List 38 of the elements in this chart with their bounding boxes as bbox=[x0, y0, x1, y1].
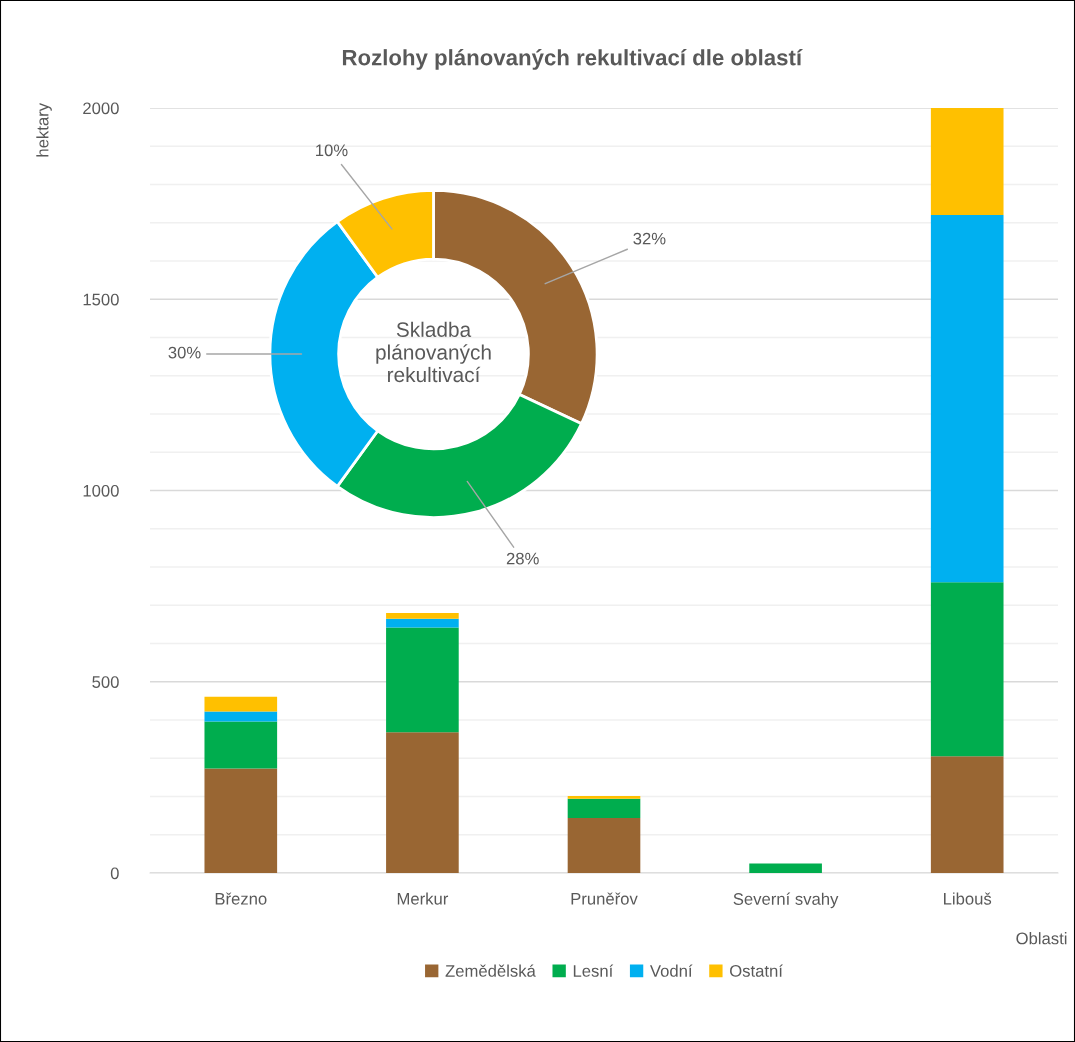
bar bbox=[204, 768, 278, 873]
bar bbox=[386, 627, 459, 733]
bar bbox=[930, 108, 1004, 216]
legend-label: Zemědělská bbox=[445, 964, 536, 977]
legend-label: Vodní bbox=[650, 964, 693, 977]
y-tick-label: 0 bbox=[110, 867, 119, 880]
bar bbox=[204, 711, 278, 722]
bar bbox=[386, 618, 459, 628]
bar bbox=[567, 796, 641, 799]
bar bbox=[386, 732, 459, 873]
x-tick-label: Severní svahy bbox=[733, 892, 839, 909]
legend-label: Lesní bbox=[573, 964, 614, 977]
data-label: 28% bbox=[506, 552, 539, 565]
data-label: 30% bbox=[168, 346, 201, 359]
y-tick-label: 2000 bbox=[83, 102, 119, 115]
bar bbox=[386, 612, 459, 619]
bar bbox=[567, 798, 641, 818]
bar bbox=[749, 863, 822, 873]
x-tick-label: Březno bbox=[215, 892, 267, 905]
bar bbox=[930, 582, 1004, 757]
data-label: 10% bbox=[316, 144, 348, 157]
x-axis-title: Oblasti bbox=[1016, 932, 1067, 945]
y-tick-label: 1500 bbox=[83, 293, 119, 306]
bar bbox=[567, 817, 641, 873]
bar bbox=[930, 756, 1004, 873]
chart-title: Rozlohy plánovaných rekultivací dle oblastí bbox=[342, 48, 803, 70]
x-tick-label: Pruněřov bbox=[571, 892, 638, 905]
data-label: 32% bbox=[633, 232, 666, 245]
x-tick-label: Libouš bbox=[944, 892, 992, 905]
y-tick-label: 500 bbox=[92, 676, 119, 688]
bar bbox=[204, 721, 278, 769]
bar bbox=[204, 696, 278, 712]
text: Skladba plánovaných rekultivací bbox=[376, 321, 491, 383]
y-tick-label: 1000 bbox=[83, 484, 119, 497]
legend-label: Ostatní bbox=[730, 964, 783, 977]
y-axis-title: hektary bbox=[36, 102, 52, 157]
bar bbox=[930, 215, 1004, 583]
x-tick-label: Merkur bbox=[397, 892, 449, 905]
